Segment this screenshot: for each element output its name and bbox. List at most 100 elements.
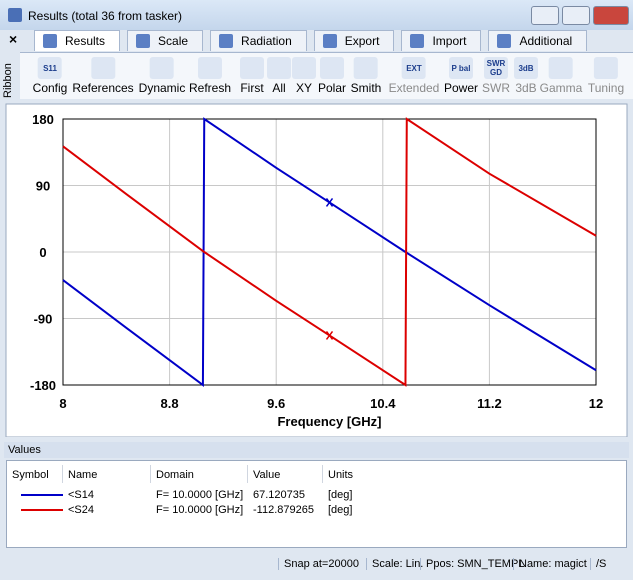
ribbon-button[interactable]: Tuning (588, 57, 624, 95)
ribbon-button[interactable]: 3dB 3dB (514, 57, 538, 95)
x-axis-label: Frequency [GHz] (277, 414, 381, 429)
ribbon-tab[interactable]: Scale (127, 30, 204, 51)
button-icon (267, 57, 291, 79)
column-header: Units (328, 469, 354, 481)
y-tick-label: 90 (36, 179, 50, 194)
button-label: Power (443, 81, 479, 95)
ribbon-button[interactable]: First (240, 57, 264, 95)
button-icon (198, 57, 222, 79)
button-icon (150, 57, 174, 79)
ribbon-button[interactable]: XY (292, 57, 316, 95)
button-label: Tuning (587, 81, 625, 95)
status-field: Snap at=20000 (278, 558, 359, 570)
ribbon-label: Ribbon (2, 63, 14, 98)
button-label: Extended (388, 81, 440, 95)
tab-label: Import (432, 34, 467, 48)
button-icon (319, 57, 344, 79)
ribbon-tab[interactable]: Import (401, 30, 482, 51)
button-label: Smith (350, 81, 382, 95)
button-icon (354, 57, 378, 79)
ribbon-button[interactable]: Gamma (539, 57, 583, 95)
column-divider (62, 465, 63, 483)
cell-value: 67.120735 (253, 489, 305, 501)
icon-text: SWR GD (486, 59, 506, 77)
status-field: Name: magict (513, 558, 587, 570)
ribbon-button[interactable]: S11 Config (32, 57, 68, 95)
column-divider (322, 465, 323, 483)
chart-panel (5, 103, 628, 437)
ribbon-button[interactable]: EXT Extended (388, 57, 440, 95)
button-label: Gamma (539, 81, 583, 95)
icon-text: S11 (43, 63, 57, 73)
button-label: Refresh (188, 81, 232, 95)
cell-units: [deg] (328, 504, 353, 516)
button-label: Config (32, 81, 68, 95)
ribbon-button[interactable]: P bal Power (444, 57, 478, 95)
tab-label: Results (65, 34, 106, 48)
column-divider (247, 465, 248, 483)
symbol-line (21, 509, 63, 511)
values-panel-header: Values (4, 442, 629, 458)
tab-icon (43, 34, 57, 48)
icon-text: P bal (451, 63, 471, 73)
x-tick-label: 12 (589, 396, 603, 411)
tab-label: Additional (519, 34, 573, 48)
ribbon-button[interactable]: Dynamic (139, 57, 185, 95)
marker (325, 197, 334, 207)
cell-units: [deg] (328, 489, 353, 501)
button-icon: SWR GD (484, 57, 508, 79)
maximize-button[interactable] (562, 6, 590, 25)
button-label: Polar (317, 81, 347, 95)
column-header: Symbol (12, 469, 49, 481)
window-title: Results (total 36 from tasker) (28, 9, 183, 23)
ribbon-button[interactable]: Smith (350, 57, 382, 95)
series-line (62, 117, 597, 387)
button-label: References (72, 81, 134, 95)
cell-name: <S24 (68, 504, 94, 516)
tab-icon (136, 34, 151, 48)
ribbon-button[interactable]: All (267, 57, 291, 95)
y-tick-label: 180 (32, 112, 54, 127)
button-label: SWR (482, 81, 510, 95)
button-icon: EXT (402, 57, 426, 79)
ribbon-button[interactable]: Polar (318, 57, 346, 95)
title-bar: Results (total 36 from tasker) (0, 0, 633, 30)
button-icon (240, 57, 264, 79)
column-header: Domain (156, 469, 194, 481)
icon-text: EXT (406, 63, 422, 73)
button-icon (91, 57, 115, 79)
column-divider (150, 465, 151, 483)
y-tick-label: -180 (30, 378, 56, 393)
chart: 8 8.8 9.6 10.4 11.2 12 -180 -90 0 90 180 Frequency … (5, 103, 628, 437)
cell-domain: F= 10.0000 [GHz] (156, 489, 244, 501)
ribbon-tab[interactable]: Additional (488, 30, 588, 51)
x-tick-label: 8 (59, 396, 66, 411)
ribbon-button[interactable]: References (72, 57, 134, 95)
tab-label: Radiation (241, 34, 292, 48)
ribbon-tab[interactable]: Export (313, 30, 395, 51)
ribbon-button[interactable]: SWR GD SWR (482, 57, 510, 95)
ribbon-tab[interactable]: Radiation (210, 30, 307, 51)
x-tick-label: 9.6 (267, 396, 285, 411)
column-header: Name (68, 469, 98, 481)
button-icon (292, 57, 316, 79)
y-tick-label: 0 (39, 245, 46, 260)
icon-text: 3dB (518, 63, 534, 73)
close-button[interactable] (593, 6, 629, 25)
button-icon: P bal (448, 57, 473, 79)
ribbon-close[interactable]: × (9, 31, 18, 47)
ribbon-tab[interactable]: Results (34, 30, 121, 51)
tab-icon (497, 34, 512, 48)
cell-name: <S14 (68, 489, 94, 501)
status-field: Scale: Lin. (366, 558, 423, 570)
status-field: /S (590, 558, 606, 570)
ribbon-button[interactable]: Refresh (189, 57, 231, 95)
minimize-button[interactable] (531, 6, 559, 25)
tab-label: Export (344, 34, 380, 48)
values-table: Symbol Name Domain Value Units <S14 F= 10.0000… (6, 460, 627, 548)
button-icon (549, 57, 573, 79)
marker (325, 330, 334, 340)
tab-label: Scale (158, 34, 189, 48)
x-tick-label: 10.4 (370, 396, 396, 411)
